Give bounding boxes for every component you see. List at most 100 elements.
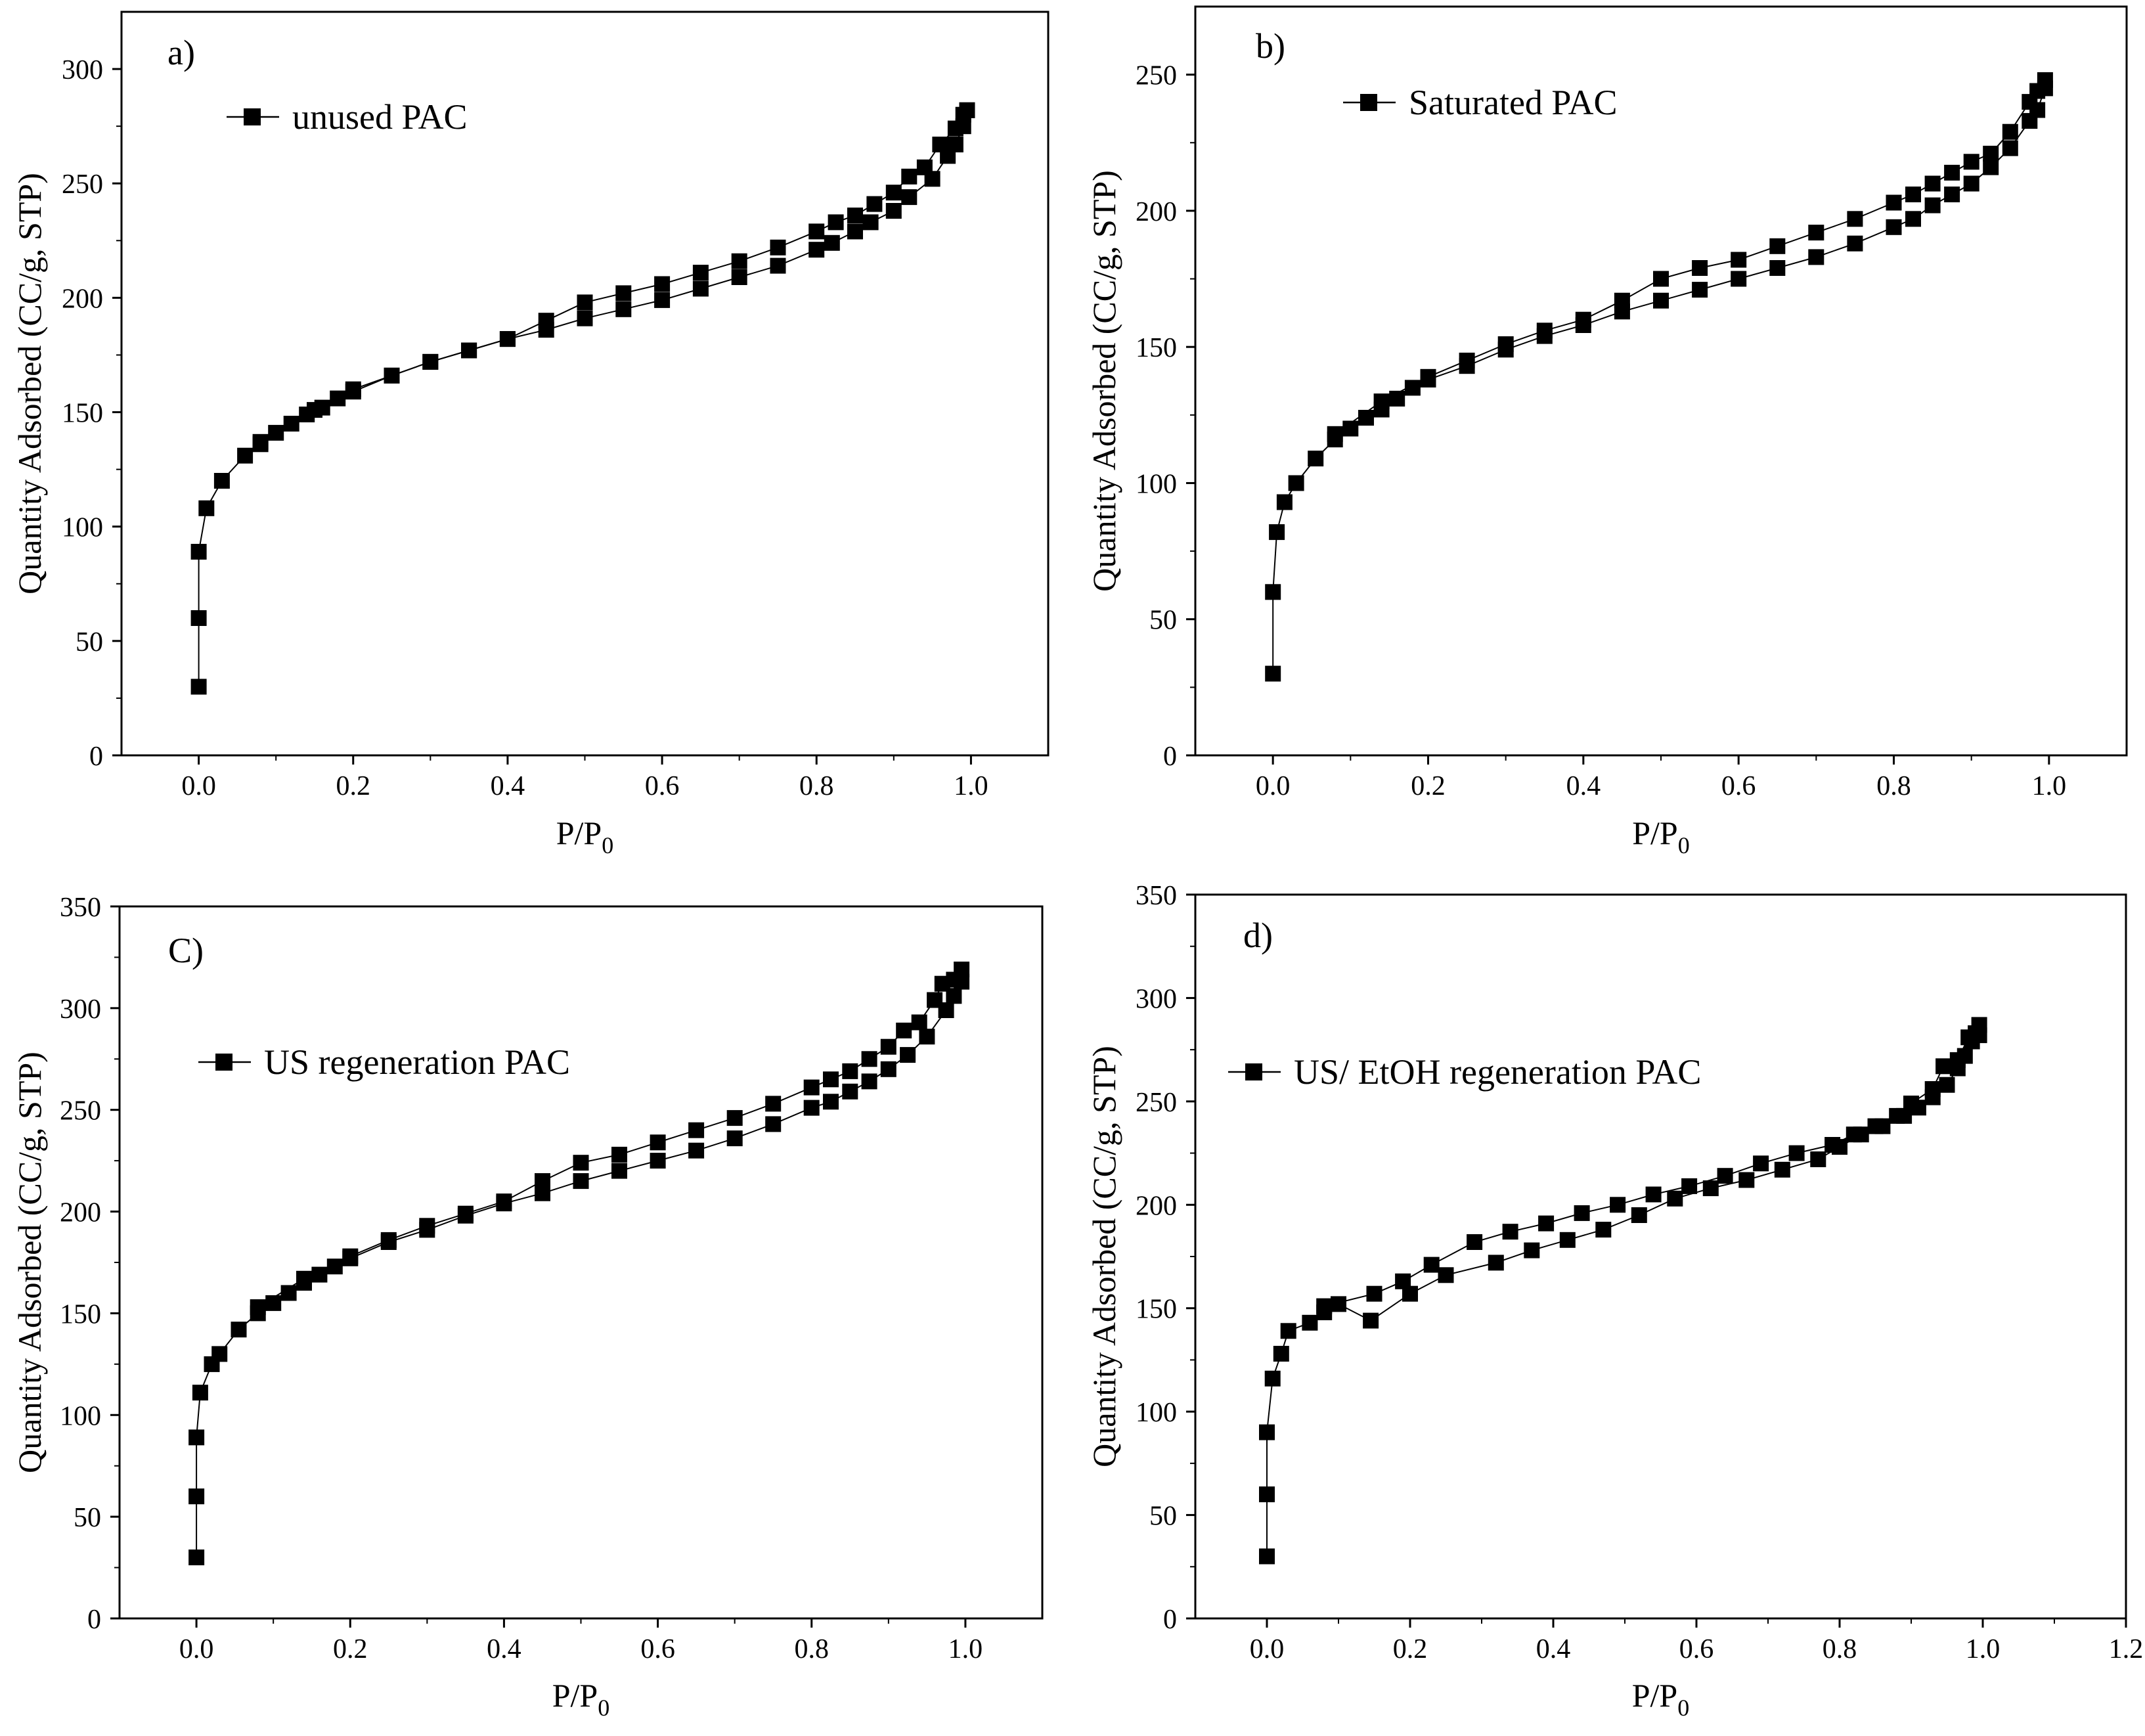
data-point-desorption [1614, 292, 1630, 309]
plot-frame [1194, 893, 2127, 1620]
x-tick-label: 0.2 [1393, 1634, 1428, 1664]
data-point-desorption [499, 331, 516, 347]
series-line-desorption [1335, 79, 2046, 435]
data-point-adsorption [190, 679, 207, 695]
data-point-desorption [842, 1063, 858, 1079]
data-point-desorption [880, 1038, 896, 1055]
data-point-adsorption [1631, 1207, 1647, 1223]
data-point-adsorption [283, 416, 299, 432]
data-point-desorption [823, 1071, 839, 1088]
legend-marker [1245, 1063, 1262, 1080]
series-line-desorption [257, 969, 962, 1308]
data-point-adsorption [1288, 475, 1304, 491]
y-axis-title: Quantity Adsorbed (CC/g, STP) [11, 173, 48, 594]
data-point-adsorption [1302, 1314, 1318, 1331]
x-axis-title-main: P/P [552, 1677, 598, 1714]
x-axis-title: P/P0 [1632, 1677, 1690, 1721]
data-point-adsorption [823, 1094, 839, 1110]
series-line-adsorption [198, 110, 968, 687]
y-tick-label: 150 [1136, 1295, 1177, 1325]
data-point-desorption [1645, 1186, 1662, 1203]
data-point-desorption [252, 436, 269, 453]
x-tick-label: 0.8 [799, 771, 834, 801]
panel-c: 0.0 0.2 0.4 0.6 0.8 1.0 0 50 100 150 200 250 300 350 P… [11, 893, 1044, 1721]
data-point-desorption [1731, 252, 1747, 268]
data-point-desorption [1753, 1155, 1769, 1172]
data-point-desorption [342, 1248, 359, 1264]
data-point-adsorption [1265, 665, 1281, 682]
data-point-desorption [731, 253, 747, 269]
data-point-adsorption [1702, 1180, 1719, 1197]
y-tick-label: 100 [1136, 1398, 1177, 1428]
data-point-adsorption [803, 1100, 820, 1116]
data-point-adsorption [188, 1488, 205, 1505]
data-point-adsorption [688, 1142, 705, 1159]
data-point-desorption [577, 294, 593, 311]
data-point-desorption [654, 276, 671, 292]
legend-label: US regeneration PAC [264, 1042, 570, 1082]
data-point-desorption [538, 313, 554, 329]
data-point-adsorption [1269, 524, 1285, 541]
data-point-desorption [1924, 175, 1941, 192]
y-tick-label: 0 [1163, 1605, 1177, 1635]
y-tick-label: 50 [74, 1503, 101, 1533]
x-tick-label: 0.2 [1411, 771, 1446, 801]
y-tick-label: 100 [60, 1401, 101, 1431]
data-point-desorption [573, 1155, 589, 1171]
data-point-adsorption [1905, 211, 1921, 227]
data-point-desorption [1905, 187, 1921, 202]
panel-b: 0.0 0.2 0.4 0.6 0.8 1.0050100150200250P/P0Qua… [1086, 5, 2128, 858]
data-point-desorption [901, 168, 918, 185]
data-point-adsorption [1886, 219, 1902, 235]
data-point-adsorption [880, 1061, 896, 1077]
data-point-desorption [535, 1173, 550, 1190]
data-point-adsorption [1731, 271, 1747, 287]
y-tick-label: 100 [1136, 469, 1177, 499]
data-point-desorption [1924, 1081, 1941, 1097]
data-point-adsorption [842, 1083, 858, 1100]
data-point-adsorption [1944, 187, 1960, 202]
y-tick-label: 0 [87, 1605, 101, 1635]
data-point-desorption [1903, 1096, 1919, 1111]
legend-marker [1360, 94, 1377, 111]
series-line-desorption [260, 110, 968, 445]
plot-frame [1194, 5, 2128, 757]
y-tick-label: 350 [1136, 881, 1177, 911]
y-tick-label: 250 [1136, 1088, 1177, 1118]
data-point-adsorption [1983, 159, 1999, 175]
x-tick-label: 0.8 [1823, 1634, 1857, 1664]
data-point-desorption [461, 342, 477, 359]
data-point-desorption [934, 975, 950, 992]
legend-marker [244, 108, 261, 125]
data-point-desorption [496, 1193, 512, 1210]
x-tick-label: 0.6 [1679, 1634, 1714, 1664]
y-tick-label: 200 [60, 1198, 101, 1228]
data-point-desorption [932, 137, 948, 152]
data-point-adsorption [577, 310, 593, 326]
data-point-adsorption [1653, 292, 1669, 309]
data-point-adsorption [1774, 1161, 1790, 1178]
data-point-desorption [955, 106, 971, 123]
data-point-desorption [457, 1205, 474, 1222]
data-point-desorption [896, 1022, 912, 1038]
data-point-desorption [1538, 1215, 1555, 1232]
x-tick-label: 0.0 [1250, 1634, 1285, 1664]
data-point-desorption [1681, 1178, 1698, 1194]
data-point-desorption [1316, 1298, 1333, 1314]
y-tick-label: 300 [62, 55, 103, 85]
data-point-adsorption [1692, 282, 1708, 298]
data-point-desorption [422, 353, 439, 370]
data-point-adsorption [198, 500, 215, 516]
data-point-desorption [1717, 1168, 1733, 1184]
data-point-desorption [1824, 1137, 1841, 1153]
data-point-desorption [1889, 1107, 1905, 1124]
data-point-adsorption [654, 292, 671, 308]
data-point-desorption [1960, 1029, 1977, 1046]
data-point-desorption [1395, 1273, 1411, 1289]
panel-label: a) [167, 33, 195, 72]
data-point-adsorption [770, 257, 786, 274]
data-point-adsorption [1308, 451, 1324, 467]
y-tick-label: 50 [1149, 1502, 1177, 1532]
x-tick-label: 0.4 [1536, 1634, 1571, 1664]
